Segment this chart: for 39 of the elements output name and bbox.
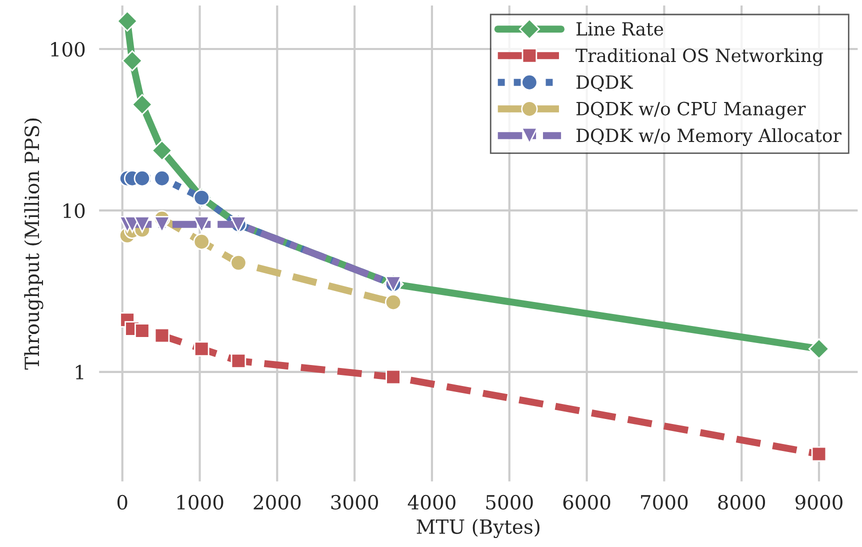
legend-label: DQDK w/o Memory Allocator [576, 128, 842, 146]
point [386, 369, 401, 385]
x-tick-label: 1000 [177, 494, 224, 510]
point [193, 233, 210, 250]
x-tick-label: 8000 [718, 494, 766, 510]
point [134, 323, 150, 338]
point [116, 10, 138, 32]
point [230, 254, 247, 272]
point [151, 140, 172, 162]
point [808, 338, 830, 360]
y-tick-label: 10 [64, 203, 85, 218]
point [134, 170, 150, 187]
y-axis-title: Throughput (Million PPS) [24, 118, 44, 370]
x-axis-title: MTU (Bytes) [416, 518, 540, 538]
point [122, 50, 143, 72]
x-tick-label: 0 [117, 494, 128, 510]
legend-label: Line Rate [576, 22, 664, 36]
point [193, 216, 210, 233]
legend-label: DQDK [576, 75, 634, 92]
x-tick-label: 6000 [563, 494, 610, 510]
point [811, 446, 827, 462]
legend-label: Traditional OS Networking [576, 48, 824, 66]
point [132, 94, 153, 116]
x-tick-label: 3000 [331, 494, 378, 510]
point [194, 341, 210, 356]
point [193, 189, 210, 206]
point [154, 170, 170, 187]
point [230, 353, 246, 369]
x-tick-label: 4000 [408, 494, 456, 510]
point [134, 216, 150, 233]
legend-label: DQDK w/o CPU Manager [576, 102, 806, 120]
x-tick-label: 2000 [254, 494, 301, 510]
y-tick-label: 100 [51, 42, 85, 57]
point [384, 294, 402, 311]
x-tick-label: 9000 [795, 494, 842, 510]
x-tick-label: 5000 [486, 494, 533, 510]
y-tick-label: 1 [76, 364, 84, 380]
x-tick-label: 7000 [641, 494, 688, 510]
point [154, 328, 170, 344]
